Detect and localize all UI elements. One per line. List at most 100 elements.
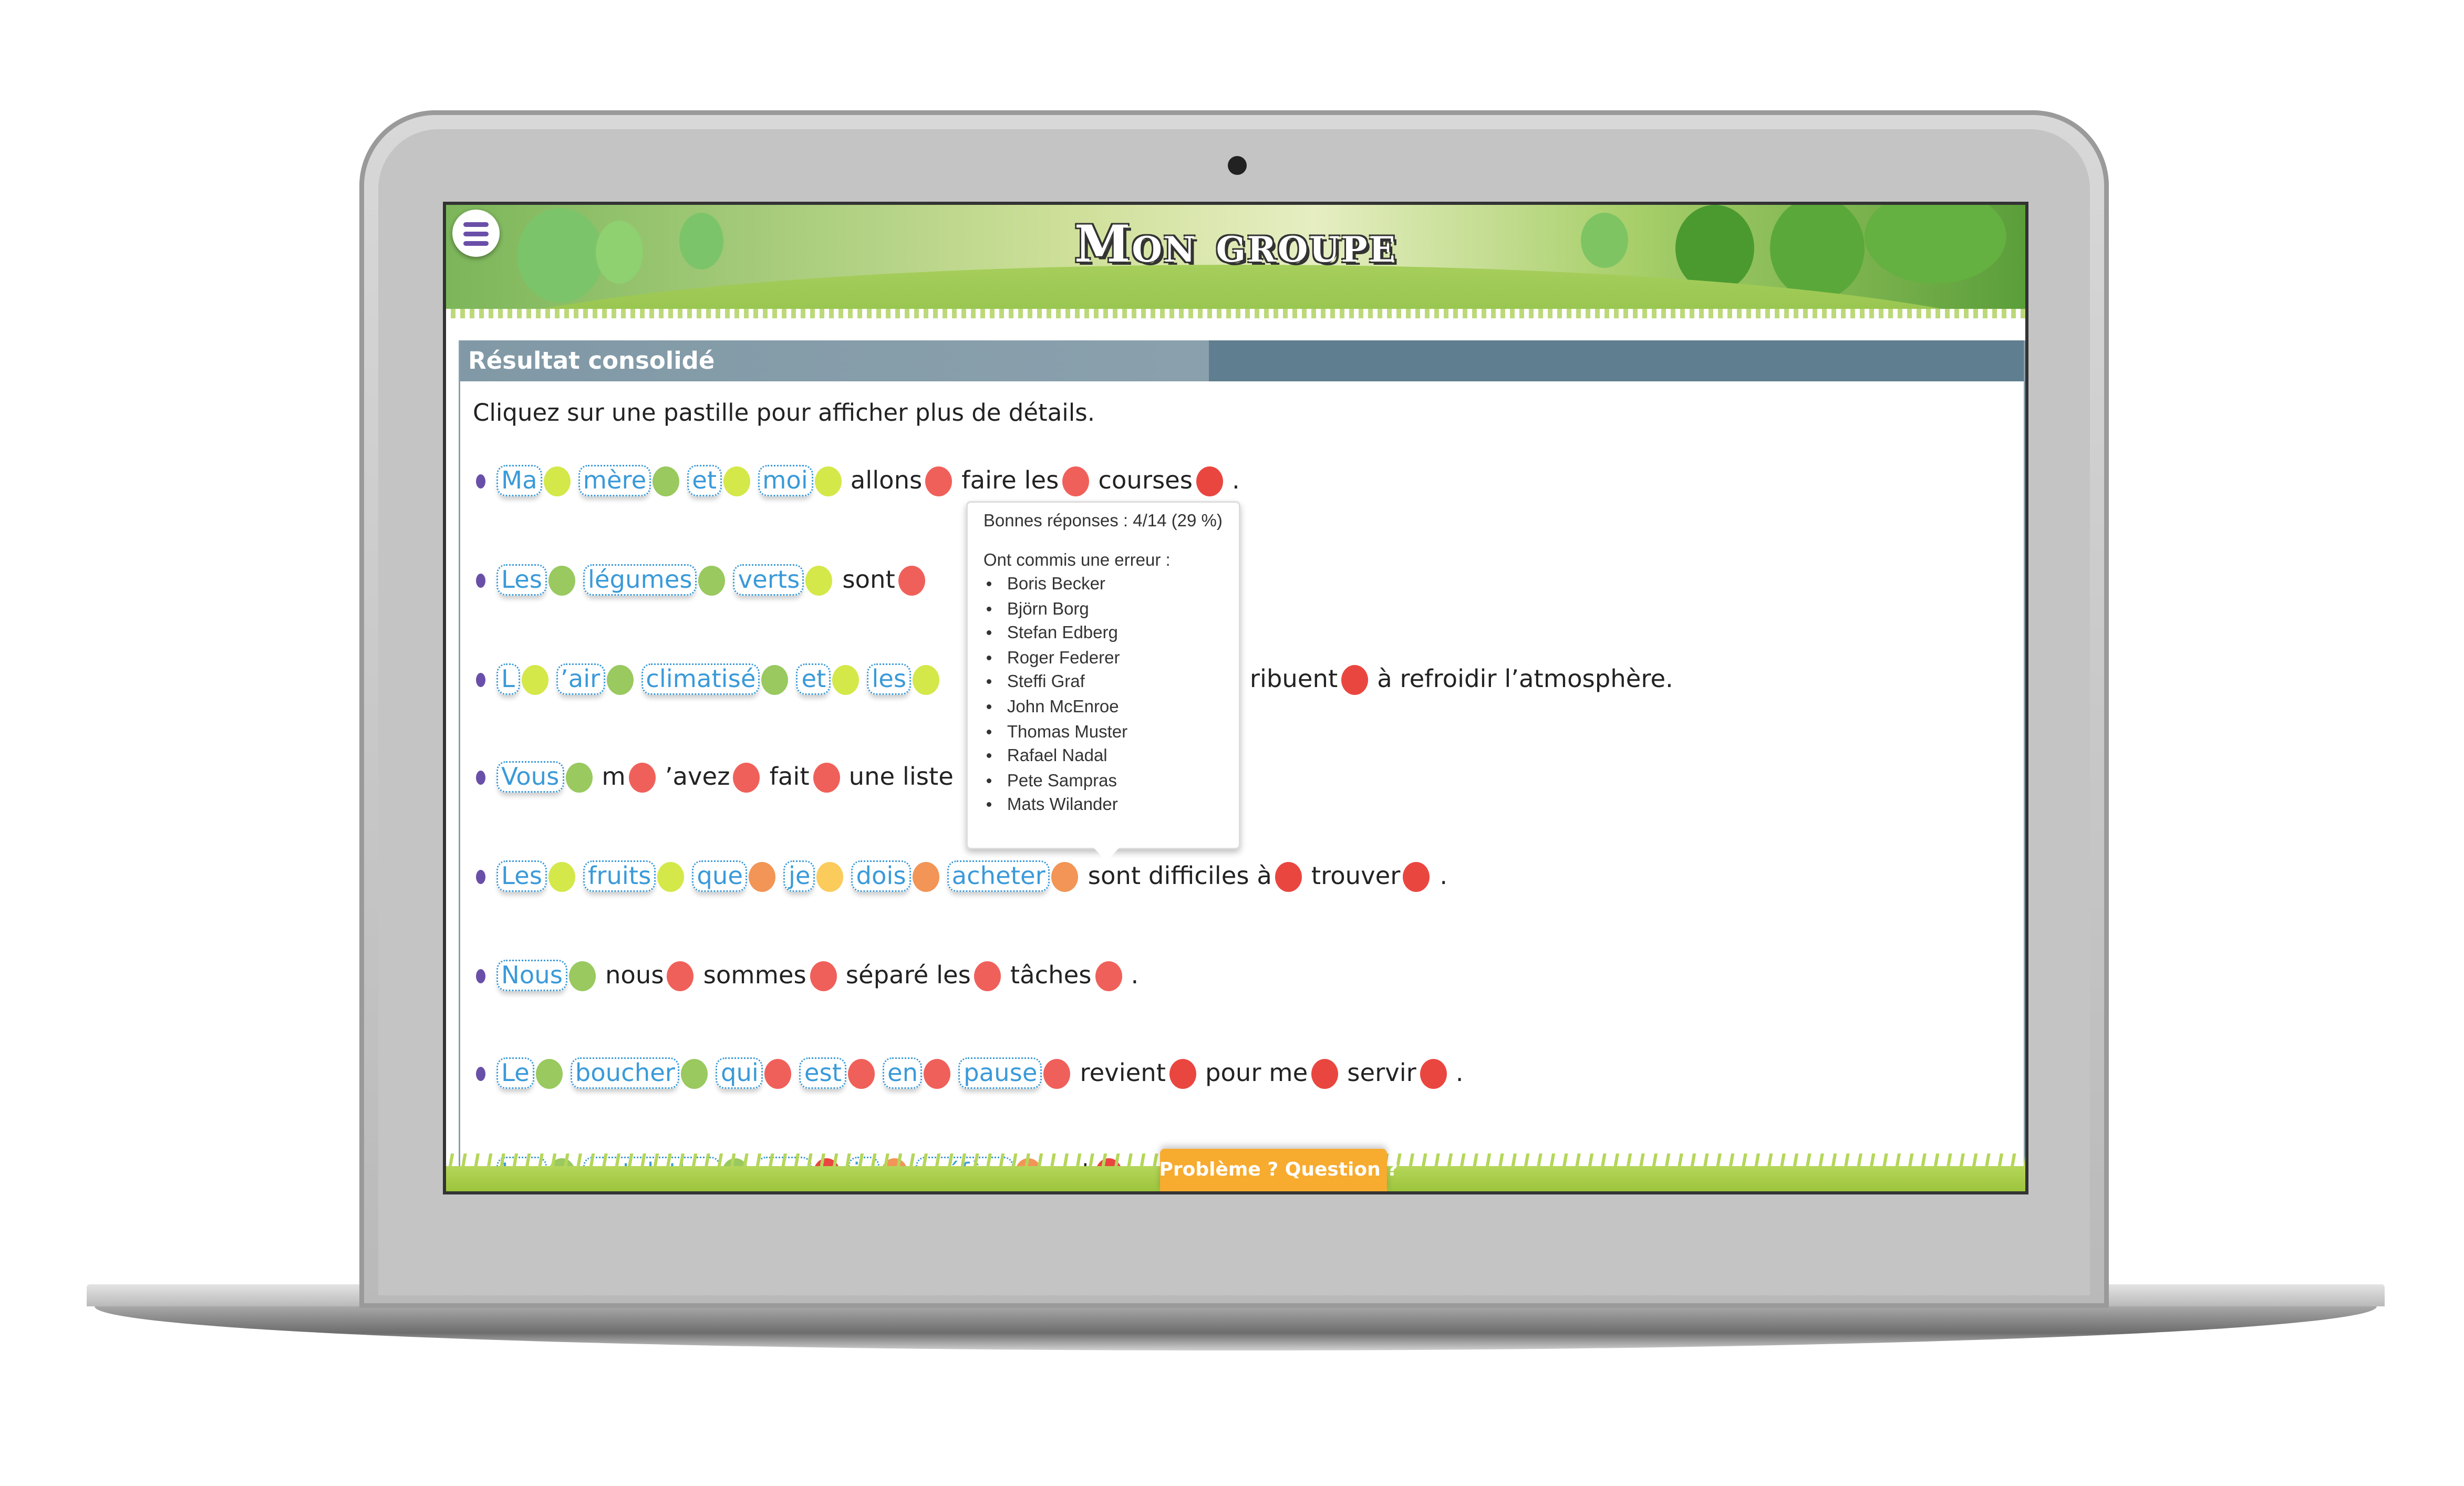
result-dot[interactable] — [733, 762, 760, 792]
result-dot[interactable] — [653, 465, 680, 496]
error-name: Stefan Edberg — [1007, 623, 1223, 648]
result-dot[interactable] — [1051, 861, 1079, 891]
word: revient — [1080, 1059, 1166, 1087]
bullet-icon — [476, 473, 485, 488]
word: . — [1232, 466, 1240, 495]
result-dot[interactable] — [812, 762, 840, 792]
result-dot[interactable] — [832, 664, 860, 694]
bullet-icon — [476, 968, 485, 983]
error-name: Boris Becker — [1007, 574, 1223, 598]
selected-word: moi — [758, 465, 813, 496]
selected-word: Le — [496, 1057, 534, 1089]
result-dot[interactable] — [1168, 1058, 1196, 1088]
selected-word: acheter — [947, 860, 1050, 892]
word: faire les — [961, 466, 1059, 495]
result-dot[interactable] — [814, 465, 841, 496]
selected-word: Ma — [496, 465, 542, 496]
word: sommes — [703, 961, 806, 990]
error-name: Björn Borg — [1007, 598, 1223, 623]
panel-title: Résultat consolidé — [460, 340, 2024, 381]
result-dot[interactable] — [912, 861, 939, 891]
bullet-icon — [476, 1066, 485, 1080]
word: nous — [605, 961, 664, 990]
error-list: Boris BeckerBjörn BorgStefan EdbergRoger… — [983, 574, 1223, 819]
result-dot[interactable] — [806, 565, 833, 595]
result-dot[interactable] — [762, 664, 789, 694]
result-dot[interactable] — [1196, 465, 1223, 496]
result-dot[interactable] — [1094, 960, 1122, 991]
result-dot[interactable] — [1403, 861, 1431, 891]
selected-word: et — [796, 663, 831, 695]
error-name: Steffi Graf — [1007, 672, 1223, 697]
result-dot[interactable] — [848, 1058, 875, 1088]
result-dot[interactable] — [925, 465, 953, 496]
result-dot[interactable] — [764, 1058, 792, 1088]
result-dot[interactable] — [657, 861, 685, 891]
result-dot[interactable] — [606, 664, 634, 694]
result-dot[interactable] — [548, 565, 575, 595]
result-dot[interactable] — [1043, 1058, 1071, 1088]
result-dot[interactable] — [1062, 465, 1089, 496]
word: une liste — [848, 763, 954, 791]
selected-word: pause — [959, 1057, 1042, 1089]
error-name: Thomas Muster — [1007, 721, 1223, 746]
menu-button[interactable] — [452, 210, 500, 257]
result-dot[interactable] — [816, 861, 844, 891]
result-dot[interactable] — [667, 960, 694, 991]
result-dot[interactable] — [1275, 861, 1302, 891]
selected-word: légumes — [583, 564, 697, 596]
sentence-row: L ’air climatisé et les ribuent à refroidir l’… — [476, 660, 1675, 698]
error-name: Mats Wilander — [1007, 795, 1223, 819]
result-dot[interactable] — [548, 861, 575, 891]
result-dot[interactable] — [535, 1058, 563, 1088]
result-dot[interactable] — [749, 861, 776, 891]
result-dot[interactable] — [723, 465, 750, 496]
selected-word: Les — [496, 564, 547, 596]
help-button[interactable]: Problème ? Question ? — [1159, 1149, 1398, 1191]
result-dot[interactable] — [809, 960, 836, 991]
word: ’avez — [665, 763, 730, 791]
result-dot[interactable] — [1311, 1058, 1338, 1088]
details-tooltip: Bonnes réponses : 4/14 (29 %) Ont commis… — [966, 501, 1240, 862]
result-dot[interactable] — [628, 762, 656, 792]
header-banner: Mon groupe — [446, 205, 2025, 318]
page-title: Mon groupe — [1074, 214, 1397, 274]
word: . — [1440, 862, 1448, 890]
selected-word: verts — [733, 564, 805, 596]
word: pour me — [1205, 1059, 1308, 1087]
result-dot[interactable] — [568, 960, 596, 991]
selected-word: fruits — [583, 860, 656, 892]
screen: Mon groupe Résultat consolidé Cliquez su… — [443, 202, 2028, 1194]
word: séparé les — [845, 961, 971, 990]
sentence-row: Les fruits que je dois acheter sont difficiles… — [476, 857, 1449, 895]
word: à refroidir l’atmosphère. — [1377, 665, 1673, 693]
laptop-base-shadow — [95, 1306, 2377, 1350]
result-dot[interactable] — [1419, 1058, 1446, 1088]
word: courses — [1098, 466, 1193, 495]
result-dot[interactable] — [521, 664, 548, 694]
word: . — [1131, 961, 1139, 990]
result-dot[interactable] — [681, 1058, 708, 1088]
result-dot[interactable] — [565, 762, 593, 792]
bullet-icon — [476, 573, 485, 587]
result-dot[interactable] — [1341, 664, 1368, 694]
sentence-row: Ma mère et moi allons faire les courses. — [476, 462, 1241, 500]
tooltip-score: Bonnes réponses : 4/14 (29 %) — [983, 512, 1223, 531]
result-dot[interactable] — [924, 1058, 951, 1088]
tooltip-errors-label: Ont commis une erreur : — [983, 552, 1171, 570]
word: sont difficiles à — [1088, 862, 1272, 890]
result-dot[interactable] — [698, 565, 726, 595]
result-dot[interactable] — [543, 465, 571, 496]
error-name: Roger Federer — [1007, 647, 1223, 672]
sentence-row: Le boucher qui est en pause revient pour me serv… — [476, 1054, 1465, 1092]
selected-word: en — [883, 1057, 923, 1089]
sentence-row: Vous m ’avez fait une liste — [476, 758, 955, 796]
camera — [1228, 156, 1247, 175]
selected-word: climatisé — [641, 663, 761, 695]
error-name: Pete Sampras — [1007, 770, 1223, 795]
result-dot[interactable] — [974, 960, 1001, 991]
result-dot[interactable] — [898, 565, 925, 595]
word: allons — [850, 466, 923, 495]
result-dot[interactable] — [913, 664, 940, 694]
